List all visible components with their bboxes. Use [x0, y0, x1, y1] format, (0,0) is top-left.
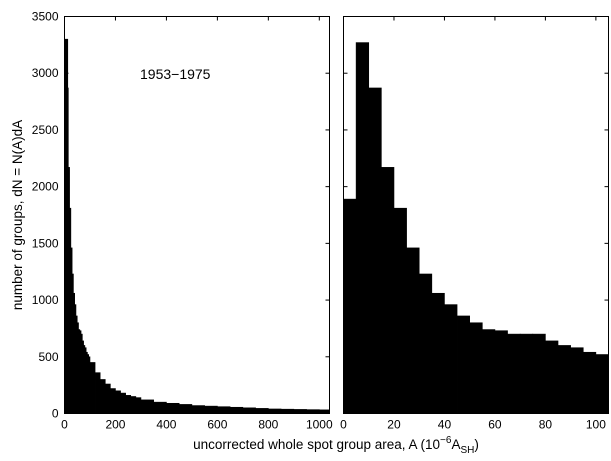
histogram-bar: [355, 42, 370, 414]
histogram-bar: [191, 405, 205, 414]
histogram-bar: [507, 333, 521, 414]
x-axis-label-unit: A: [451, 437, 460, 452]
y-tick-label: 500: [38, 350, 58, 364]
histogram-bar: [293, 409, 307, 414]
histogram-bar: [94, 372, 101, 414]
left-plot-frame: [64, 16, 330, 414]
histogram-bar: [166, 402, 180, 414]
histogram-bar: [557, 345, 571, 414]
histogram-bar: [140, 399, 154, 414]
histogram-bar: [153, 401, 167, 414]
x-tick-label: 20: [387, 418, 401, 432]
histogram-bar: [469, 322, 483, 414]
histogram-bar: [406, 247, 420, 414]
left-ticks: 0 200 400 600 800 1000 0 500 1000 1500 2000 2500 300…: [32, 10, 333, 432]
x-axis-label: uncorrected whole spot group area, A (10…: [193, 435, 479, 456]
x-tick-label: 400: [156, 418, 176, 432]
histogram-bar: [431, 292, 445, 414]
histogram-peak-bar: [64, 38, 69, 414]
histogram-bar: [204, 405, 218, 414]
x-tick-label: 80: [539, 418, 553, 432]
histogram-bar: [545, 340, 559, 414]
histogram-bar: [104, 383, 111, 414]
x-tick-label: 100: [586, 418, 606, 432]
histogram-bar: [255, 408, 269, 414]
y-tick-label: 1500: [32, 236, 59, 250]
histogram-bar: [268, 408, 282, 414]
y-tick-label: 0: [52, 407, 59, 421]
histogram-bar: [89, 362, 96, 414]
left-panel: 0 200 400 600 800 1000 0 500 1000 1500 2000 2500 300…: [10, 10, 333, 432]
x-axis-label-main: uncorrected whole spot group area, A (10: [193, 437, 440, 452]
histogram-bar: [115, 390, 121, 414]
x-tick-label: 800: [258, 418, 278, 432]
histogram-bar: [532, 333, 546, 414]
histogram-bar: [393, 207, 407, 414]
left-bars: [64, 38, 330, 414]
histogram-bar: [125, 395, 132, 414]
period-annotation: 1953−1975: [140, 66, 211, 82]
histogram-bar: [130, 396, 137, 414]
histogram-bar: [319, 409, 330, 414]
histogram-bar: [381, 167, 395, 414]
histogram-bar: [494, 330, 508, 414]
histogram-bar: [306, 409, 320, 414]
y-tick-label: 1000: [32, 293, 59, 307]
histogram-bar: [280, 408, 295, 414]
histogram-bar: [217, 406, 231, 414]
histogram-bar: [242, 407, 256, 414]
histogram-bar: [582, 351, 597, 414]
y-tick-label: 3500: [32, 10, 59, 24]
histogram-bar: [418, 273, 433, 414]
histogram-bar: [110, 388, 116, 414]
x-tick-label: 40: [438, 418, 452, 432]
histogram-bar: [456, 315, 470, 414]
x-tick-label: 0: [61, 418, 68, 432]
x-tick-label: 1000: [306, 418, 333, 432]
histogram-bar: [595, 354, 609, 414]
histogram-bar: [343, 198, 357, 414]
right-panel: 0 20 40 60 80 100: [340, 16, 609, 432]
x-tick-label: 60: [488, 418, 502, 432]
histogram-bar: [570, 347, 584, 414]
y-tick-label: 3000: [32, 66, 59, 80]
histogram-bar: [519, 333, 534, 414]
histogram-bar: [229, 406, 244, 414]
histogram-bar: [178, 404, 193, 414]
x-tick-label: 200: [105, 418, 125, 432]
x-tick-label: 0: [340, 418, 347, 432]
histogram-bar: [135, 397, 142, 414]
right-ticks: 0 20 40 60 80 100: [340, 16, 609, 432]
x-axis-label-exponent: −6: [440, 435, 452, 446]
histogram-bar: [120, 392, 126, 414]
y-tick-label: 2500: [32, 123, 59, 137]
y-axis-label: number of groups, dN = N(A)dA: [10, 120, 25, 310]
histogram-bar: [482, 329, 496, 414]
x-axis-label-subscript: SH: [460, 445, 474, 456]
histogram-bar: [444, 304, 458, 414]
y-tick-label: 2000: [32, 180, 59, 194]
x-axis-label-close: ): [474, 437, 479, 452]
right-bars: [343, 42, 609, 414]
right-plot-frame: [343, 16, 609, 414]
histogram-bar: [99, 379, 106, 414]
x-tick-label: 600: [207, 418, 227, 432]
histogram-bar: [368, 87, 382, 414]
